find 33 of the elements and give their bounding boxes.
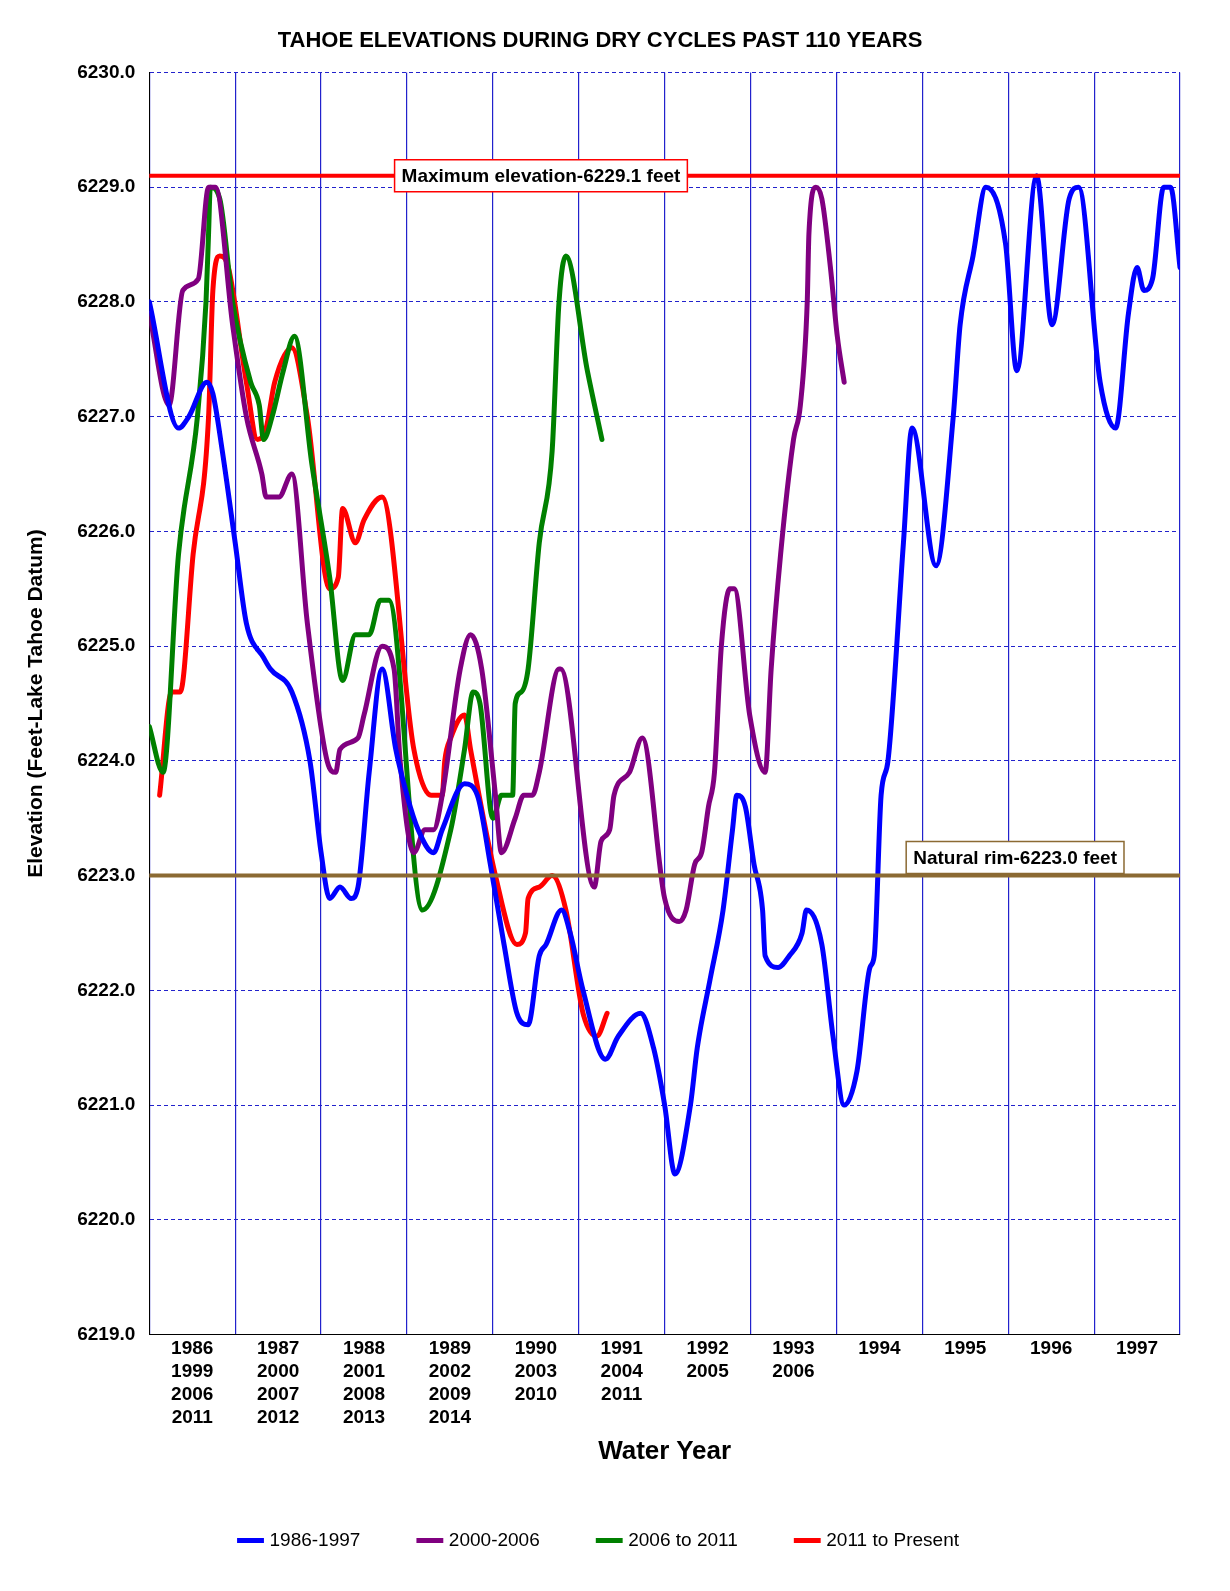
x-tick-label: 1989 2002 2009 2014	[428, 1337, 472, 1427]
x-tick-label: 1988 2001 2008 2013	[342, 1337, 386, 1427]
x-tick-label: 1997	[1115, 1337, 1159, 1359]
x-axis-title: Water Year	[598, 1434, 732, 1465]
x-tick-label: 1994	[858, 1337, 901, 1359]
y-tick-label: 6224.0	[77, 749, 136, 771]
y-tick-label: 6219.0	[77, 1322, 136, 1344]
y-tick-label: 6222.0	[77, 978, 136, 1000]
ref-line-label: Maximum elevation-6229.1 feet	[401, 164, 682, 186]
y-tick-label: 6228.0	[77, 290, 136, 312]
y-tick-label: 6221.0	[77, 1093, 136, 1115]
chart-title: TAHOE ELEVATIONS DURING DRY CYCLES PAST 110 YEARS	[277, 27, 923, 53]
legend-label: 1986-1997	[269, 1528, 361, 1550]
x-tick-label: 1991 2004 2011	[600, 1337, 644, 1404]
y-tick-label: 6226.0	[77, 519, 136, 541]
x-tick-label: 1992 2005	[686, 1337, 730, 1382]
y-tick-label: 6225.0	[77, 634, 136, 656]
y-tick-label: 6229.0	[77, 175, 136, 197]
ref-line-label: Natural rim-6223.0 feet	[913, 846, 1118, 868]
x-tick-label: 1987 2000 2007 2012	[257, 1337, 300, 1427]
y-tick-label: 6223.0	[77, 863, 136, 885]
x-tick-label: 1986 1999 2006 2011	[171, 1337, 214, 1427]
legend-label: 2000-2006	[448, 1528, 540, 1550]
y-tick-label: 6230.0	[77, 60, 136, 82]
y-tick-label: 6220.0	[77, 1208, 136, 1230]
x-tick-label: 1993 2006	[772, 1337, 815, 1382]
x-tick-label: 1990 2003 2010	[514, 1337, 557, 1404]
x-tick-label: 1996	[1030, 1337, 1073, 1359]
y-tick-label: 6227.0	[77, 404, 136, 426]
x-tick-label: 1995	[944, 1337, 987, 1359]
y-axis-title: Elevation (Feet-Lake Tahoe Datum)	[23, 529, 47, 878]
legend-label: 2006 to 2011	[628, 1528, 738, 1550]
legend-label: 2011 to Present	[826, 1528, 960, 1550]
